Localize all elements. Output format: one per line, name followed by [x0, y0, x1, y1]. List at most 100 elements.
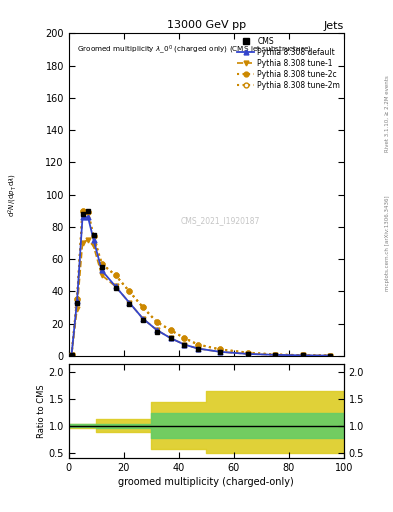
CMS — [80, 211, 85, 217]
Pythia 8.308 tune-2m — [168, 327, 173, 333]
Pythia 8.308 default — [218, 349, 222, 355]
Line: Pythia 8.308 tune-1: Pythia 8.308 tune-1 — [69, 237, 332, 358]
Pythia 8.308 tune-2c — [80, 208, 85, 214]
Pythia 8.308 tune-2m — [300, 352, 305, 358]
Pythia 8.308 tune-2m — [328, 352, 332, 358]
CMS — [328, 353, 332, 359]
Pythia 8.308 default — [127, 300, 132, 306]
Pythia 8.308 tune-2c — [196, 342, 200, 348]
Pythia 8.308 tune-2c — [328, 352, 332, 358]
Pythia 8.308 tune-2c — [91, 233, 96, 240]
CMS — [141, 317, 145, 324]
Line: Pythia 8.308 tune-2m: Pythia 8.308 tune-2m — [69, 208, 332, 358]
CMS — [245, 351, 250, 357]
Pythia 8.308 default — [300, 352, 305, 358]
CMS — [127, 301, 132, 307]
Pythia 8.308 default — [69, 352, 74, 358]
Pythia 8.308 tune-1 — [245, 351, 250, 357]
Pythia 8.308 tune-2m — [154, 319, 159, 325]
Pythia 8.308 tune-1 — [75, 306, 79, 312]
Pythia 8.308 default — [245, 351, 250, 357]
Pythia 8.308 tune-2m — [99, 261, 104, 267]
Pythia 8.308 default — [328, 353, 332, 359]
CMS — [300, 352, 305, 358]
Pythia 8.308 tune-2c — [154, 319, 159, 325]
Pythia 8.308 tune-2c — [127, 288, 132, 294]
Pythia 8.308 tune-2m — [69, 352, 74, 358]
Text: CMS_2021_I1920187: CMS_2021_I1920187 — [180, 216, 260, 225]
Pythia 8.308 tune-2m — [127, 288, 132, 294]
Legend: CMS, Pythia 8.308 default, Pythia 8.308 tune-1, Pythia 8.308 tune-2c, Pythia 8.3: CMS, Pythia 8.308 default, Pythia 8.308 … — [236, 35, 342, 91]
Pythia 8.308 default — [141, 316, 145, 322]
Pythia 8.308 tune-1 — [196, 346, 200, 352]
Pythia 8.308 tune-2c — [273, 351, 277, 357]
Pythia 8.308 tune-2m — [80, 208, 85, 214]
Pythia 8.308 tune-1 — [273, 352, 277, 358]
CMS — [154, 329, 159, 335]
Line: Pythia 8.308 tune-2c: Pythia 8.308 tune-2c — [69, 208, 332, 358]
Pythia 8.308 tune-2c — [141, 304, 145, 310]
Pythia 8.308 tune-1 — [91, 243, 96, 249]
Pythia 8.308 tune-2m — [218, 346, 222, 352]
Pythia 8.308 tune-2c — [168, 327, 173, 333]
Pythia 8.308 tune-1 — [300, 352, 305, 358]
CMS — [113, 285, 118, 291]
Pythia 8.308 default — [113, 284, 118, 290]
Pythia 8.308 tune-2m — [141, 304, 145, 310]
Pythia 8.308 default — [75, 298, 79, 304]
Pythia 8.308 tune-1 — [86, 237, 90, 243]
Pythia 8.308 tune-1 — [154, 327, 159, 333]
Pythia 8.308 tune-2c — [86, 209, 90, 216]
Text: Rivet 3.1.10, ≥ 2.2M events: Rivet 3.1.10, ≥ 2.2M events — [385, 76, 389, 152]
Text: $\frac{1}{\mathrm{d}N\,/\,\mathrm{d}p_\mathrm{T}\,\mathrm{d}\lambda}$
$\mathrm{d: $\frac{1}{\mathrm{d}N\,/\,\mathrm{d}p_\m… — [0, 173, 18, 217]
Pythia 8.308 tune-2c — [99, 261, 104, 267]
Title: 13000 GeV pp: 13000 GeV pp — [167, 20, 246, 30]
Pythia 8.308 tune-1 — [113, 284, 118, 290]
Pythia 8.308 tune-1 — [141, 316, 145, 322]
Pythia 8.308 tune-1 — [80, 240, 85, 246]
CMS — [99, 264, 104, 270]
Pythia 8.308 tune-2c — [182, 335, 187, 341]
Pythia 8.308 tune-2m — [273, 351, 277, 357]
Pythia 8.308 tune-1 — [127, 300, 132, 306]
Pythia 8.308 default — [99, 267, 104, 273]
CMS — [69, 352, 74, 358]
Pythia 8.308 default — [168, 335, 173, 341]
Text: Groomed multiplicity $\lambda\_0^0$ (charged only) (CMS jet substructure): Groomed multiplicity $\lambda\_0^0$ (cha… — [77, 43, 312, 56]
CMS — [196, 346, 200, 352]
Pythia 8.308 tune-1 — [182, 342, 187, 348]
Line: CMS: CMS — [69, 208, 332, 358]
Pythia 8.308 default — [273, 352, 277, 358]
Pythia 8.308 default — [154, 327, 159, 333]
Pythia 8.308 default — [86, 214, 90, 220]
Text: mcplots.cern.ch [arXiv:1306.3436]: mcplots.cern.ch [arXiv:1306.3436] — [385, 195, 389, 291]
Pythia 8.308 tune-2c — [218, 346, 222, 352]
Pythia 8.308 default — [196, 346, 200, 352]
Pythia 8.308 tune-2m — [75, 296, 79, 303]
Pythia 8.308 tune-2m — [91, 233, 96, 240]
CMS — [218, 349, 222, 355]
Pythia 8.308 tune-2c — [113, 272, 118, 279]
Pythia 8.308 tune-2m — [113, 272, 118, 279]
Pythia 8.308 tune-2c — [69, 352, 74, 358]
Pythia 8.308 tune-1 — [99, 272, 104, 279]
Pythia 8.308 tune-2m — [245, 350, 250, 356]
CMS — [168, 335, 173, 341]
Pythia 8.308 tune-1 — [328, 353, 332, 359]
Pythia 8.308 tune-2c — [75, 296, 79, 303]
CMS — [182, 342, 187, 348]
Pythia 8.308 tune-2c — [245, 350, 250, 356]
Pythia 8.308 tune-1 — [69, 352, 74, 358]
Pythia 8.308 tune-1 — [168, 335, 173, 341]
Pythia 8.308 tune-2m — [196, 342, 200, 348]
Text: Jets: Jets — [323, 20, 344, 31]
CMS — [273, 352, 277, 358]
Y-axis label: Ratio to CMS: Ratio to CMS — [37, 384, 46, 438]
Pythia 8.308 default — [182, 342, 187, 348]
Pythia 8.308 default — [80, 214, 85, 220]
Pythia 8.308 tune-1 — [218, 349, 222, 355]
Pythia 8.308 tune-2m — [86, 209, 90, 216]
Pythia 8.308 default — [91, 237, 96, 243]
X-axis label: groomed multiplicity (charged-only): groomed multiplicity (charged-only) — [118, 477, 294, 487]
Pythia 8.308 tune-2c — [300, 352, 305, 358]
